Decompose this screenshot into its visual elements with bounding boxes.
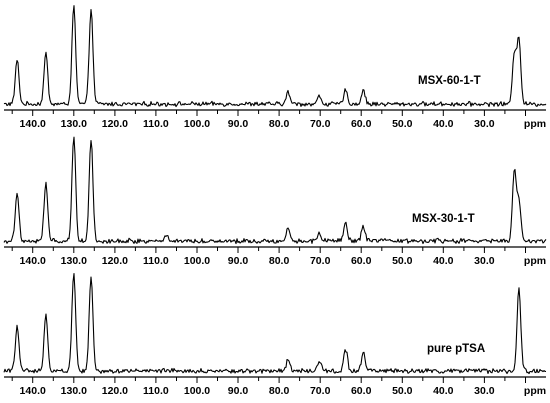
x-tick-label: 110.0 <box>143 255 169 267</box>
spectrum-panel-3: 140.0 130.0 120.0 110.0 100.0 90.0 80.0 70.0 60.… <box>3 273 546 397</box>
x-tick-label: 70.0 <box>310 118 331 130</box>
x-tick-label: 40.0 <box>433 385 454 397</box>
x-tick-label: 80.0 <box>269 118 290 130</box>
x-tick-label: 60.0 <box>351 118 372 130</box>
series-label: MSX-60-1-T <box>418 75 481 87</box>
x-tick-label: 90.0 <box>228 385 249 397</box>
x-tick-label: 140.0 <box>20 255 46 267</box>
x-tick-label: 120.0 <box>102 385 128 397</box>
x-tick-label: 90.0 <box>228 118 249 130</box>
series-label: pure pTSA <box>427 343 485 355</box>
x-tick-label: 50.0 <box>392 255 413 267</box>
spectrum-panel-2: 140.0 130.0 120.0 110.0 100.0 90.0 80.0 70.0 60.… <box>3 136 547 267</box>
x-tick-label: 140.0 <box>20 118 46 130</box>
x-tick-label: 80.0 <box>269 385 290 397</box>
x-tick-label: 60.0 <box>351 255 372 267</box>
x-tick-label: 70.0 <box>310 385 331 397</box>
x-tick-label: 120.0 <box>102 255 128 267</box>
x-tick-label: 100.0 <box>184 255 210 267</box>
x-tick-label: 110.0 <box>143 118 169 130</box>
x-axis-unit-label: ppm <box>524 118 546 130</box>
x-tick-label: 100.0 <box>184 118 210 130</box>
spectrum-trace <box>3 5 547 108</box>
x-tick-label: 50.0 <box>392 118 413 130</box>
x-tick-label: 60.0 <box>351 385 372 397</box>
x-tick-label: 130.0 <box>61 385 87 397</box>
x-axis-unit-label: ppm <box>524 385 546 397</box>
x-tick-label: 30.0 <box>474 385 495 397</box>
spectrum-trace <box>3 136 547 245</box>
x-tick-label: 100.0 <box>184 385 210 397</box>
x-tick-label: 120.0 <box>102 118 128 130</box>
spectrum-panel-1: 140.0 130.0 120.0 110.0 100.0 90.0 80.0 70.0 60.… <box>3 5 547 130</box>
x-tick-label: 70.0 <box>310 255 331 267</box>
x-tick-label: 30.0 <box>474 255 495 267</box>
x-tick-label: 130.0 <box>61 118 87 130</box>
series-label: MSX-30-1-T <box>412 213 475 225</box>
x-tick-label: 130.0 <box>61 255 87 267</box>
x-tick-label: 40.0 <box>433 255 454 267</box>
x-tick-label: 40.0 <box>433 118 454 130</box>
x-tick-label: 30.0 <box>474 118 495 130</box>
x-tick-label: 80.0 <box>269 255 290 267</box>
x-tick-label: 50.0 <box>392 385 413 397</box>
x-tick-label: 110.0 <box>143 385 169 397</box>
x-tick-label: 140.0 <box>20 385 46 397</box>
x-tick-label: 90.0 <box>228 255 249 267</box>
x-axis-unit-label: ppm <box>524 255 546 267</box>
spectrum-trace <box>3 273 546 375</box>
